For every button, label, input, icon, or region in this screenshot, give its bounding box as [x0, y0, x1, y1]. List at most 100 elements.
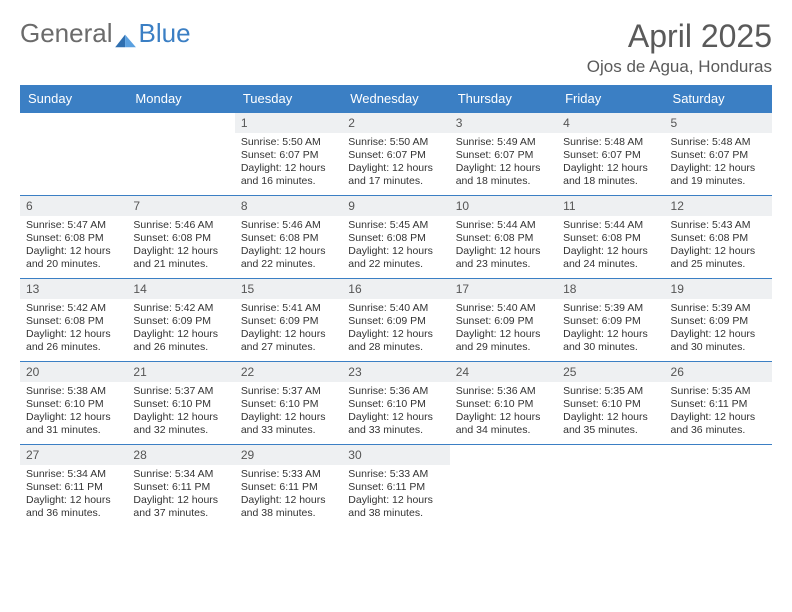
sunrise-text: Sunrise: 5:34 AM — [133, 468, 228, 481]
day-number: 9 — [342, 196, 449, 216]
day-number: 20 — [20, 362, 127, 382]
day-cell: 24Sunrise: 5:36 AMSunset: 6:10 PMDayligh… — [450, 362, 557, 445]
day-number: 18 — [557, 279, 664, 299]
daylight-text: Daylight: 12 hours and 30 minutes. — [671, 328, 766, 354]
day-cell: 1Sunrise: 5:50 AMSunset: 6:07 PMDaylight… — [235, 113, 342, 196]
logo: General Blue — [20, 18, 191, 49]
day-details: Sunrise: 5:50 AMSunset: 6:07 PMDaylight:… — [342, 133, 449, 195]
daylight-text: Daylight: 12 hours and 23 minutes. — [456, 245, 551, 271]
week-row: 20Sunrise: 5:38 AMSunset: 6:10 PMDayligh… — [20, 362, 772, 445]
sunset-text: Sunset: 6:10 PM — [26, 398, 121, 411]
daylight-text: Daylight: 12 hours and 35 minutes. — [563, 411, 658, 437]
sunrise-text: Sunrise: 5:39 AM — [563, 302, 658, 315]
sunset-text: Sunset: 6:08 PM — [348, 232, 443, 245]
day-header: Saturday — [665, 85, 772, 113]
sunset-text: Sunset: 6:09 PM — [671, 315, 766, 328]
sunrise-text: Sunrise: 5:38 AM — [26, 385, 121, 398]
sunrise-text: Sunrise: 5:33 AM — [241, 468, 336, 481]
sunrise-text: Sunrise: 5:39 AM — [671, 302, 766, 315]
daylight-text: Daylight: 12 hours and 38 minutes. — [241, 494, 336, 520]
logo-mark-icon — [115, 25, 137, 43]
sunrise-text: Sunrise: 5:36 AM — [348, 385, 443, 398]
day-cell: 23 Sunrise: 5:36 AMSunset: 6:10 PMDayligh… — [342, 362, 449, 445]
day-number: 15 — [235, 279, 342, 299]
location-subtitle: Ojos de Agua, Honduras — [587, 57, 772, 77]
daylight-text: Daylight: 12 hours and 21 minutes. — [133, 245, 228, 271]
day-number: 8 — [235, 196, 342, 216]
day-number: 7 — [127, 196, 234, 216]
day-details: Sunrise: 5:37 AMSunset: 6:10 PMDaylight:… — [127, 382, 234, 444]
day-number: 22 — [235, 362, 342, 382]
daylight-text: Daylight: 12 hours and 33 minutes. — [348, 411, 443, 437]
sunset-text: Sunset: 6:11 PM — [133, 481, 228, 494]
day-details: Sunrise: 5:45 AMSunset: 6:08 PMDaylight:… — [342, 216, 449, 278]
day-header: Sunday — [20, 85, 127, 113]
daylight-text: Daylight: 12 hours and 29 minutes. — [456, 328, 551, 354]
day-cell: 27Sunrise: 5:34 AMSunset: 6:11 PMDayligh… — [20, 445, 127, 528]
sunrise-text: Sunrise: 5:48 AM — [563, 136, 658, 149]
day-number: 17 — [450, 279, 557, 299]
day-cell: .. — [127, 113, 234, 196]
sunset-text: Sunset: 6:11 PM — [26, 481, 121, 494]
sunrise-text: Sunrise: 5:34 AM — [26, 468, 121, 481]
day-cell: 3Sunrise: 5:49 AMSunset: 6:07 PMDaylight… — [450, 113, 557, 196]
sunrise-text: Sunrise: 5:33 AM — [348, 468, 443, 481]
sunset-text: Sunset: 6:08 PM — [26, 232, 121, 245]
day-cell: 9Sunrise: 5:45 AMSunset: 6:08 PMDaylight… — [342, 196, 449, 279]
day-details: Sunrise: 5:41 AMSunset: 6:09 PMDaylight:… — [235, 299, 342, 361]
day-number: 6 — [20, 196, 127, 216]
sunset-text: Sunset: 6:11 PM — [671, 398, 766, 411]
sunset-text: Sunset: 6:09 PM — [241, 315, 336, 328]
day-header: Tuesday — [235, 85, 342, 113]
sunrise-text: Sunrise: 5:50 AM — [348, 136, 443, 149]
day-details: Sunrise: 5:34 AMSunset: 6:11 PMDaylight:… — [20, 465, 127, 527]
day-number: 5 — [665, 113, 772, 133]
day-details: Sunrise: 5:46 AMSunset: 6:08 PMDaylight:… — [235, 216, 342, 278]
day-cell: 17Sunrise: 5:40 AMSunset: 6:09 PMDayligh… — [450, 279, 557, 362]
day-number: 14 — [127, 279, 234, 299]
daylight-text: Daylight: 12 hours and 25 minutes. — [671, 245, 766, 271]
sunrise-text: Sunrise: 5:44 AM — [456, 219, 551, 232]
day-cell: 30Sunrise: 5:33 AMSunset: 6:11 PMDayligh… — [342, 445, 449, 528]
day-number: 1 — [235, 113, 342, 133]
day-cell: 10Sunrise: 5:44 AMSunset: 6:08 PMDayligh… — [450, 196, 557, 279]
day-number: 16 — [342, 279, 449, 299]
sunrise-text: Sunrise: 5:37 AM — [241, 385, 336, 398]
daylight-text: Daylight: 12 hours and 16 minutes. — [241, 162, 336, 188]
week-row: 6Sunrise: 5:47 AMSunset: 6:08 PMDaylight… — [20, 196, 772, 279]
sunset-text: Sunset: 6:08 PM — [563, 232, 658, 245]
sunset-text: Sunset: 6:07 PM — [348, 149, 443, 162]
day-cell: 26Sunrise: 5:35 AMSunset: 6:11 PMDayligh… — [665, 362, 772, 445]
day-details: Sunrise: 5:35 AMSunset: 6:10 PMDaylight:… — [557, 382, 664, 444]
sunset-text: Sunset: 6:08 PM — [671, 232, 766, 245]
sunrise-text: Sunrise: 5:40 AM — [456, 302, 551, 315]
day-cell: 22Sunrise: 5:37 AMSunset: 6:10 PMDayligh… — [235, 362, 342, 445]
sunrise-text: Sunrise: 5:35 AM — [671, 385, 766, 398]
sunset-text: Sunset: 6:10 PM — [348, 398, 443, 411]
sunset-text: Sunset: 6:11 PM — [348, 481, 443, 494]
day-cell: 28Sunrise: 5:34 AMSunset: 6:11 PMDayligh… — [127, 445, 234, 528]
day-header: Friday — [557, 85, 664, 113]
day-number: 29 — [235, 445, 342, 465]
day-number: 23 — [342, 362, 449, 382]
daylight-text: Daylight: 12 hours and 32 minutes. — [133, 411, 228, 437]
day-details: Sunrise: 5:39 AMSunset: 6:09 PMDaylight:… — [557, 299, 664, 361]
day-header: Thursday — [450, 85, 557, 113]
daylight-text: Daylight: 12 hours and 22 minutes. — [348, 245, 443, 271]
day-details: Sunrise: 5:42 AMSunset: 6:08 PMDaylight:… — [20, 299, 127, 361]
sunrise-text: Sunrise: 5:44 AM — [563, 219, 658, 232]
sunset-text: Sunset: 6:08 PM — [456, 232, 551, 245]
day-cell: 11Sunrise: 5:44 AMSunset: 6:08 PMDayligh… — [557, 196, 664, 279]
day-header: Wednesday — [342, 85, 449, 113]
sunset-text: Sunset: 6:10 PM — [456, 398, 551, 411]
sunset-text: Sunset: 6:07 PM — [241, 149, 336, 162]
sunrise-text: Sunrise: 5:43 AM — [671, 219, 766, 232]
sunrise-text: Sunrise: 5:46 AM — [133, 219, 228, 232]
day-number: 12 — [665, 196, 772, 216]
sunset-text: Sunset: 6:10 PM — [241, 398, 336, 411]
calendar-table: Sunday Monday Tuesday Wednesday Thursday… — [20, 85, 772, 527]
sunset-text: Sunset: 6:09 PM — [348, 315, 443, 328]
day-cell: .. — [20, 113, 127, 196]
daylight-text: Daylight: 12 hours and 26 minutes. — [26, 328, 121, 354]
day-number: 24 — [450, 362, 557, 382]
